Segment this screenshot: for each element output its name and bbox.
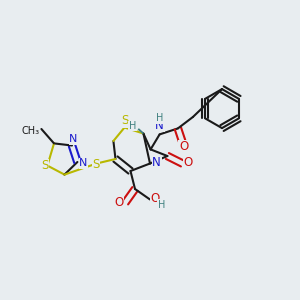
Text: H: H <box>129 121 136 131</box>
Text: O: O <box>184 155 193 169</box>
Text: S: S <box>92 158 100 171</box>
Text: N: N <box>152 156 161 170</box>
Text: O: O <box>114 196 123 209</box>
Text: S: S <box>41 159 49 172</box>
Text: O: O <box>179 140 188 154</box>
Text: O: O <box>151 191 160 205</box>
Text: N: N <box>79 158 88 169</box>
Text: S: S <box>121 114 128 127</box>
Text: N: N <box>69 134 78 145</box>
Text: N: N <box>155 119 164 132</box>
Text: CH₃: CH₃ <box>22 125 40 136</box>
Text: H: H <box>158 200 165 210</box>
Text: H: H <box>156 113 163 124</box>
